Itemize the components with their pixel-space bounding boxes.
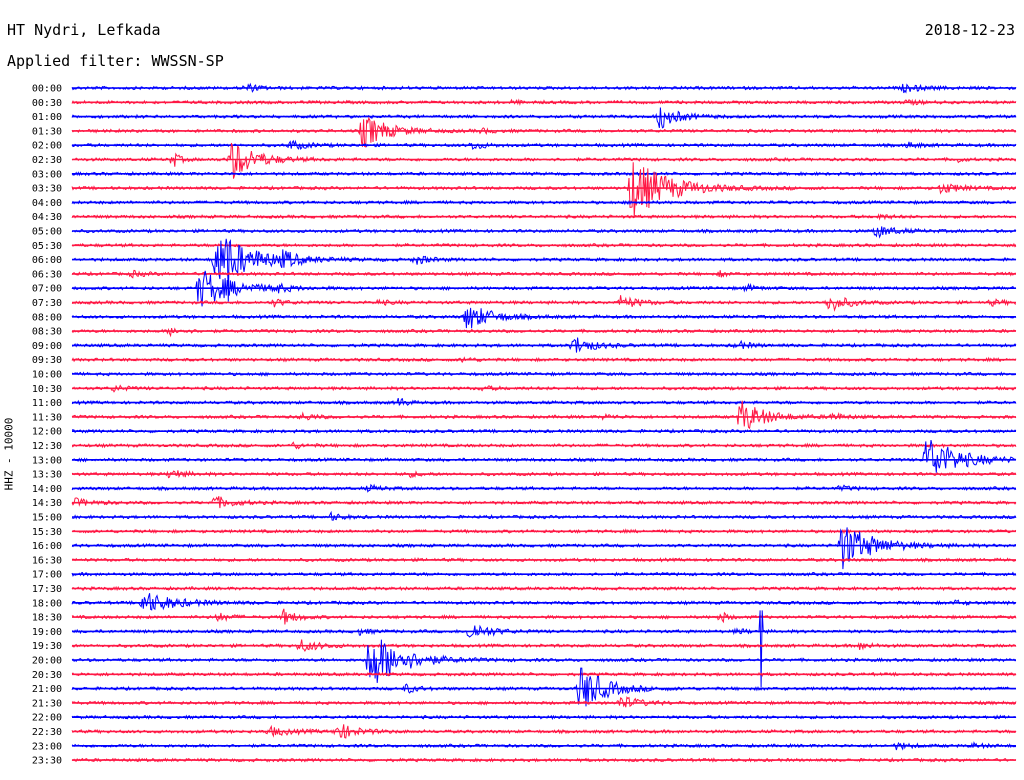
- record-date: 2018-12-23: [924, 21, 1015, 39]
- row-time-label: 19:30: [32, 641, 62, 652]
- row-time-label: 22:00: [32, 713, 62, 724]
- filter-label: Applied filter: WWSSN-SP: [7, 52, 224, 70]
- row-time-label: 09:30: [32, 355, 62, 366]
- row-time-label: 14:00: [32, 484, 62, 495]
- row-time-label: 06:00: [32, 255, 62, 266]
- row-time-label: 09:00: [32, 341, 62, 352]
- row-time-label: 04:30: [32, 212, 62, 223]
- row-time-label: 17:30: [32, 584, 62, 595]
- row-time-label: 23:30: [32, 756, 62, 767]
- row-time-label: 17:00: [32, 570, 62, 581]
- trace-row: [71, 527, 1017, 570]
- row-time-label: 05:00: [32, 227, 62, 238]
- row-time-label: 04:00: [32, 198, 62, 209]
- row-time-label: 12:30: [32, 441, 62, 452]
- station-title: HT Nydri, Lefkada: [7, 21, 161, 39]
- row-time-label: 03:00: [32, 169, 62, 180]
- row-time-label: 20:00: [32, 656, 62, 667]
- row-time-label: 07:30: [32, 298, 62, 309]
- row-time-label: 12:00: [32, 427, 62, 438]
- row-time-label: 14:30: [32, 498, 62, 509]
- trace-row: [71, 307, 1017, 329]
- trace-row: [71, 162, 1017, 218]
- row-time-label: 18:00: [32, 598, 62, 609]
- row-time-label: 10:00: [32, 370, 62, 381]
- row-time-label: 21:30: [32, 698, 62, 709]
- row-time-label: 13:30: [32, 470, 62, 481]
- row-time-label: 02:30: [32, 155, 62, 166]
- row-time-label: 21:00: [32, 684, 62, 695]
- row-time-label: 23:00: [32, 741, 62, 752]
- trace-row: [71, 528, 1017, 535]
- row-time-label: 16:30: [32, 555, 62, 566]
- row-time-label: 00:00: [32, 84, 62, 95]
- trace-row: [71, 400, 1017, 430]
- row-time-label: 22:30: [32, 727, 62, 738]
- row-time-label: 19:00: [32, 627, 62, 638]
- row-time-label: 15:00: [32, 513, 62, 524]
- trace-row: [71, 270, 1017, 307]
- row-time-label: 10:30: [32, 384, 62, 395]
- trace-row: [71, 397, 1017, 407]
- row-time-label: 13:00: [32, 455, 62, 466]
- row-time-label: 20:30: [32, 670, 62, 681]
- row-time-label: 15:30: [32, 527, 62, 538]
- row-time-label: 01:30: [32, 126, 62, 137]
- row-time-label: 16:00: [32, 541, 62, 552]
- row-time-label: 08:30: [32, 327, 62, 338]
- row-time-label: 08:00: [32, 312, 62, 323]
- trace-row: [71, 593, 1017, 611]
- trace-row: [71, 428, 1017, 435]
- trace-row: [71, 107, 1017, 129]
- trace-row: [71, 116, 1017, 148]
- row-time-label: 18:30: [32, 613, 62, 624]
- trace-row: [71, 269, 1017, 279]
- row-time-label: 05:30: [32, 241, 62, 252]
- trace-row: [71, 238, 1017, 302]
- row-time-label: 01:00: [32, 112, 62, 123]
- row-time-label: 11:30: [32, 412, 62, 423]
- row-time-label: 03:30: [32, 184, 62, 195]
- row-time-label: 02:00: [32, 141, 62, 152]
- row-time-label: 07:00: [32, 284, 62, 295]
- row-time-label: 06:30: [32, 269, 62, 280]
- row-time-label: 00:30: [32, 98, 62, 109]
- row-time-label: 11:00: [32, 398, 62, 409]
